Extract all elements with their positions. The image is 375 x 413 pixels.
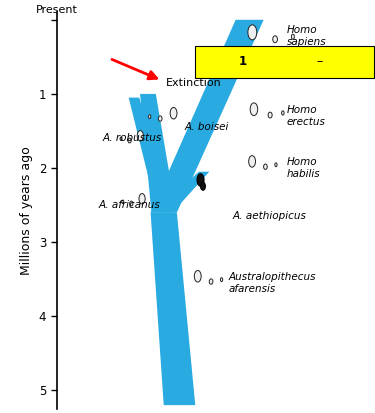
Polygon shape <box>206 142 231 183</box>
Ellipse shape <box>273 36 278 43</box>
Y-axis label: Millions of years ago: Millions of years ago <box>20 146 33 275</box>
Ellipse shape <box>264 164 267 169</box>
Polygon shape <box>129 97 162 176</box>
Polygon shape <box>151 20 264 212</box>
Ellipse shape <box>282 111 284 115</box>
Ellipse shape <box>220 278 223 282</box>
Ellipse shape <box>130 201 133 206</box>
Text: Homo
habilis: Homo habilis <box>286 157 320 179</box>
Text: –: – <box>316 55 323 69</box>
Ellipse shape <box>250 103 258 116</box>
Ellipse shape <box>128 138 131 143</box>
Ellipse shape <box>120 137 122 140</box>
Text: A. robustus: A. robustus <box>102 133 162 143</box>
Ellipse shape <box>201 182 206 190</box>
Ellipse shape <box>194 271 201 282</box>
Ellipse shape <box>170 107 177 119</box>
Text: Extinction: Extinction <box>165 78 221 88</box>
Text: Present: Present <box>36 5 78 14</box>
Polygon shape <box>140 94 176 212</box>
Text: Homo
sapiens: Homo sapiens <box>286 25 326 47</box>
Ellipse shape <box>248 25 257 40</box>
Text: A. africanus: A. africanus <box>99 200 160 210</box>
Ellipse shape <box>268 112 272 118</box>
Ellipse shape <box>148 115 151 119</box>
Polygon shape <box>151 212 195 405</box>
Ellipse shape <box>158 116 162 121</box>
Text: Australopithecus
afarensis: Australopithecus afarensis <box>229 272 316 294</box>
Ellipse shape <box>209 279 213 284</box>
Text: 1: 1 <box>238 55 247 69</box>
Ellipse shape <box>137 131 143 141</box>
Ellipse shape <box>249 156 255 167</box>
Ellipse shape <box>197 174 204 186</box>
Text: A. aethiopicus: A. aethiopicus <box>232 211 306 221</box>
Ellipse shape <box>275 163 277 167</box>
FancyBboxPatch shape <box>195 46 374 78</box>
Ellipse shape <box>291 34 294 39</box>
Ellipse shape <box>139 194 145 204</box>
Text: A. boisei: A. boisei <box>185 122 229 132</box>
Text: Homo
erectus: Homo erectus <box>286 105 326 127</box>
Polygon shape <box>155 172 209 212</box>
Ellipse shape <box>122 200 124 204</box>
